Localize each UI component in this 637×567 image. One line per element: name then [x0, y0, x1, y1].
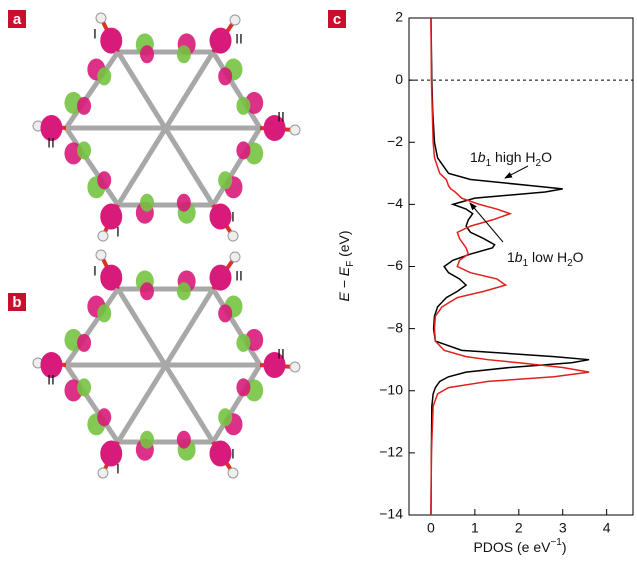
site-label: II: [277, 346, 285, 362]
site-label: I: [116, 461, 120, 477]
site-label: I: [116, 224, 120, 240]
orbital-lobe: [140, 431, 154, 449]
y-tick-label: −14: [379, 506, 403, 522]
orbital-lobe: [77, 378, 91, 396]
annotation-part: b: [515, 249, 523, 265]
y-tick-label: −12: [379, 444, 403, 460]
annotation: 1b1 high H2O: [470, 149, 552, 169]
annotation-part: O: [541, 149, 552, 165]
annotation-part: b: [478, 149, 486, 165]
y-tick-label: 0: [395, 71, 403, 87]
x-tick-label: 0: [427, 520, 435, 536]
site-label: II: [277, 109, 285, 125]
hydrogen: [230, 15, 240, 25]
x-tick-label: 4: [603, 520, 611, 536]
page: {"panels": [ {"letter": "a", "marks": ["…: [0, 0, 637, 567]
annotation-part: 1: [507, 249, 515, 265]
annotation-part: high H: [491, 149, 535, 165]
orbital-lobe: [218, 67, 232, 85]
figure: aIIIIIIIIIbIIIIIIIIIc−14−12−10−8−6−4−202…: [0, 0, 637, 562]
site-label: I: [93, 263, 97, 279]
hydrogen: [230, 252, 240, 262]
orbital-lobe: [140, 282, 154, 300]
panel-letter: b: [12, 294, 21, 311]
plot-frame: [409, 18, 633, 515]
site-label: I: [93, 26, 97, 42]
orbital-lobe: [218, 304, 232, 322]
orbital-lobe: [97, 67, 111, 85]
site-label: II: [235, 268, 243, 284]
orbital-lobe: [77, 141, 91, 159]
y-tick-label: −2: [387, 133, 403, 149]
orbital-lobe: [218, 408, 232, 426]
hydrogen: [96, 250, 106, 260]
y-tick-label: −6: [387, 257, 403, 273]
orbital-lobe: [236, 141, 250, 159]
orbital-lobe: [100, 28, 122, 54]
site-label: II: [235, 31, 243, 47]
x-axis-label-part: −1: [550, 537, 562, 548]
hydrogen: [98, 231, 108, 241]
hydrogen: [98, 468, 108, 478]
orbital-lobe: [77, 334, 91, 352]
y-tick-label: −8: [387, 319, 403, 335]
annotation-part: 1: [470, 149, 478, 165]
x-axis-label-part: ): [562, 539, 567, 555]
hydrogen: [290, 125, 300, 135]
y-axis-label-part: (eV): [336, 230, 352, 260]
y-tick-label: 2: [395, 9, 403, 25]
panel-letter: c: [333, 11, 341, 28]
orbital-lobe: [97, 171, 111, 189]
hydrogen: [228, 468, 238, 478]
y-axis-label: E − EF (eV): [336, 230, 356, 301]
y-tick-label: −4: [387, 195, 403, 211]
orbital-lobe: [97, 408, 111, 426]
orbital-lobe: [236, 334, 250, 352]
y-tick-label: −10: [379, 381, 403, 397]
hydrogen: [290, 362, 300, 372]
orbital-lobe: [77, 97, 91, 115]
annotation-part: O: [573, 249, 584, 265]
orbital-lobe: [177, 282, 191, 300]
orbital-lobe: [97, 304, 111, 322]
orbital-lobe: [236, 378, 250, 396]
orbital-lobe: [210, 204, 232, 230]
pdos-curve: [431, 18, 589, 515]
x-axis-label: PDOS (e eV−1): [473, 537, 566, 555]
annotation-arrow: [505, 166, 528, 178]
x-axis-label-part: PDOS (e eV: [473, 539, 551, 555]
orbital-lobe: [210, 441, 232, 467]
orbital-lobe: [177, 194, 191, 212]
site-label: II: [47, 135, 55, 151]
pdos-curve: [431, 18, 589, 515]
hydrogen: [96, 13, 106, 23]
orbital-lobe: [177, 45, 191, 63]
annotation-part: low H: [528, 249, 567, 265]
x-tick-label: 3: [559, 520, 567, 536]
orbital-lobe: [140, 194, 154, 212]
site-label: I: [231, 446, 235, 462]
site-label: II: [47, 372, 55, 388]
orbital-lobe: [140, 45, 154, 63]
x-tick-label: 1: [471, 520, 479, 536]
orbital-lobe: [177, 431, 191, 449]
orbital-lobe: [236, 97, 250, 115]
orbital-lobe: [100, 265, 122, 291]
annotation: 1b1 low H2O: [507, 249, 584, 269]
orbital-lobe: [218, 171, 232, 189]
x-tick-label: 2: [515, 520, 523, 536]
hydrogen: [228, 231, 238, 241]
y-axis-label-part: − E: [336, 266, 352, 292]
site-label: I: [231, 209, 235, 225]
panel-letter: a: [13, 11, 22, 28]
orbital-lobe: [210, 28, 232, 54]
orbital-lobe: [210, 265, 232, 291]
